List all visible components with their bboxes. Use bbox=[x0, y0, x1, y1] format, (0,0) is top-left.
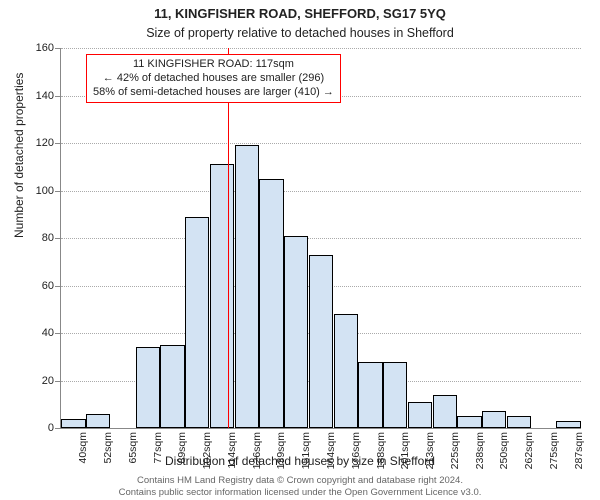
histogram-bar bbox=[210, 164, 234, 428]
ytick-mark bbox=[55, 286, 60, 287]
ytick-label: 60 bbox=[20, 280, 54, 292]
xtick-label: 151sqm bbox=[300, 432, 312, 482]
ytick-mark bbox=[55, 238, 60, 239]
histogram-bar bbox=[235, 145, 259, 428]
histogram-bar bbox=[507, 416, 531, 428]
xtick-label: 77sqm bbox=[152, 432, 164, 482]
annotation-line-3: 58% of semi-detached houses are larger (… bbox=[93, 86, 334, 100]
xtick-label: 213sqm bbox=[424, 432, 436, 482]
ytick-label: 80 bbox=[20, 232, 54, 244]
annotation-box: 11 KINGFISHER ROAD: 117sqm← 42% of detac… bbox=[86, 54, 341, 103]
xtick-label: 102sqm bbox=[201, 432, 213, 482]
xtick-label: 52sqm bbox=[102, 432, 114, 482]
histogram-bar bbox=[259, 179, 283, 428]
annotation-line-2: ← 42% of detached houses are smaller (29… bbox=[93, 72, 334, 86]
histogram-bar bbox=[358, 362, 382, 429]
marker-line bbox=[228, 48, 229, 428]
ytick-mark bbox=[55, 428, 60, 429]
histogram-bar bbox=[334, 314, 358, 428]
histogram-bar bbox=[86, 414, 110, 428]
title-main: 11, KINGFISHER ROAD, SHEFFORD, SG17 5YQ bbox=[0, 6, 600, 21]
xtick-label: 65sqm bbox=[127, 432, 139, 482]
ytick-mark bbox=[55, 48, 60, 49]
grid-line bbox=[61, 48, 581, 49]
ytick-label: 140 bbox=[20, 90, 54, 102]
ytick-label: 160 bbox=[20, 42, 54, 54]
annotation-line-1: 11 KINGFISHER ROAD: 117sqm bbox=[93, 58, 334, 72]
grid-line bbox=[61, 191, 581, 192]
grid-line bbox=[61, 238, 581, 239]
ytick-label: 40 bbox=[20, 327, 54, 339]
xtick-label: 250sqm bbox=[498, 432, 510, 482]
xtick-label: 287sqm bbox=[573, 432, 585, 482]
histogram-bar bbox=[383, 362, 407, 429]
histogram-bar bbox=[284, 236, 308, 428]
histogram-bar bbox=[61, 419, 85, 429]
xtick-label: 188sqm bbox=[375, 432, 387, 482]
xtick-label: 225sqm bbox=[449, 432, 461, 482]
xtick-label: 40sqm bbox=[77, 432, 89, 482]
ytick-label: 100 bbox=[20, 185, 54, 197]
xtick-label: 275sqm bbox=[548, 432, 560, 482]
ytick-mark bbox=[55, 333, 60, 334]
plot-area bbox=[60, 48, 581, 429]
footer-line-2: Contains public sector information licen… bbox=[0, 487, 600, 498]
xtick-label: 176sqm bbox=[350, 432, 362, 482]
xtick-label: 89sqm bbox=[176, 432, 188, 482]
histogram-bar bbox=[408, 402, 432, 428]
histogram-bar bbox=[309, 255, 333, 428]
xtick-label: 126sqm bbox=[251, 432, 263, 482]
xtick-label: 164sqm bbox=[325, 432, 337, 482]
ytick-label: 0 bbox=[20, 422, 54, 434]
ytick-label: 120 bbox=[20, 137, 54, 149]
grid-line bbox=[61, 143, 581, 144]
xtick-label: 139sqm bbox=[275, 432, 287, 482]
histogram-bar bbox=[160, 345, 184, 428]
histogram-bar bbox=[556, 421, 580, 428]
ytick-mark bbox=[55, 96, 60, 97]
xtick-label: 262sqm bbox=[523, 432, 535, 482]
histogram-bar bbox=[433, 395, 457, 428]
title-sub: Size of property relative to detached ho… bbox=[0, 26, 600, 40]
ytick-mark bbox=[55, 381, 60, 382]
xtick-label: 238sqm bbox=[474, 432, 486, 482]
xtick-label: 201sqm bbox=[399, 432, 411, 482]
ytick-mark bbox=[55, 191, 60, 192]
xtick-label: 114sqm bbox=[226, 432, 238, 482]
chart-container: 11, KINGFISHER ROAD, SHEFFORD, SG17 5YQ … bbox=[0, 0, 600, 500]
ytick-label: 20 bbox=[20, 375, 54, 387]
histogram-bar bbox=[482, 411, 506, 428]
ytick-mark bbox=[55, 143, 60, 144]
histogram-bar bbox=[457, 416, 481, 428]
histogram-bar bbox=[185, 217, 209, 428]
histogram-bar bbox=[136, 347, 160, 428]
